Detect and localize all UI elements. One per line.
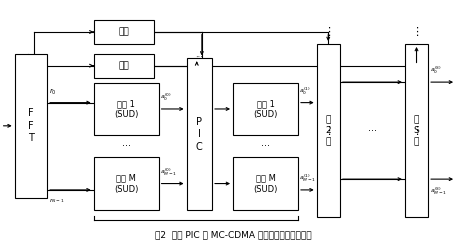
Text: 用户 M
(SUD): 用户 M (SUD) xyxy=(254,174,278,194)
Text: 第
2
级: 第 2 级 xyxy=(325,115,331,146)
Text: $r_0$: $r_0$ xyxy=(48,86,56,97)
Text: ⋮: ⋮ xyxy=(411,126,422,136)
Bar xyxy=(94,20,154,44)
Bar xyxy=(14,54,47,198)
Text: $a_{M-1}^{(S)}$: $a_{M-1}^{(S)}$ xyxy=(430,185,447,197)
Bar xyxy=(94,83,158,136)
Text: $a_0^{(0)}$: $a_0^{(0)}$ xyxy=(159,91,171,103)
Text: P
I
C: P I C xyxy=(196,117,203,152)
Text: ···: ··· xyxy=(195,53,203,62)
Bar xyxy=(233,83,298,136)
Text: 时延: 时延 xyxy=(118,28,129,37)
Text: ⋮: ⋮ xyxy=(322,126,334,136)
Text: 第
S
级: 第 S 级 xyxy=(414,115,419,146)
Text: ···: ··· xyxy=(122,141,130,151)
Text: ···: ··· xyxy=(261,141,270,151)
Bar xyxy=(405,44,428,217)
Text: 用户 M
(SUD): 用户 M (SUD) xyxy=(114,174,138,194)
Text: ⋮: ⋮ xyxy=(411,27,422,37)
Text: $a_{M-1}^{(1)}$: $a_{M-1}^{(1)}$ xyxy=(299,172,316,184)
Bar xyxy=(94,157,158,210)
Text: $r_{N-1}$: $r_{N-1}$ xyxy=(48,196,64,205)
Text: $a_{M-1}^{(0)}$: $a_{M-1}^{(0)}$ xyxy=(159,166,177,178)
Text: ···: ··· xyxy=(368,126,377,136)
Text: ⋮: ⋮ xyxy=(322,27,334,37)
Text: F
F
T: F F T xyxy=(28,108,34,143)
Bar xyxy=(186,58,212,210)
Text: $a_0^{(S)}$: $a_0^{(S)}$ xyxy=(430,65,441,76)
Bar xyxy=(94,54,154,78)
Text: 用户 1
(SUD): 用户 1 (SUD) xyxy=(254,99,278,119)
Text: 时延: 时延 xyxy=(118,61,129,70)
Bar xyxy=(233,157,298,210)
Text: 用户 1
(SUD): 用户 1 (SUD) xyxy=(114,99,138,119)
Bar xyxy=(316,44,340,217)
Text: $a_0^{(1)}$: $a_0^{(1)}$ xyxy=(299,85,311,97)
Text: 图2  基于 PIC 的 MC-CDMA 系统多级检测原理框图: 图2 基于 PIC 的 MC-CDMA 系统多级检测原理框图 xyxy=(155,230,311,239)
